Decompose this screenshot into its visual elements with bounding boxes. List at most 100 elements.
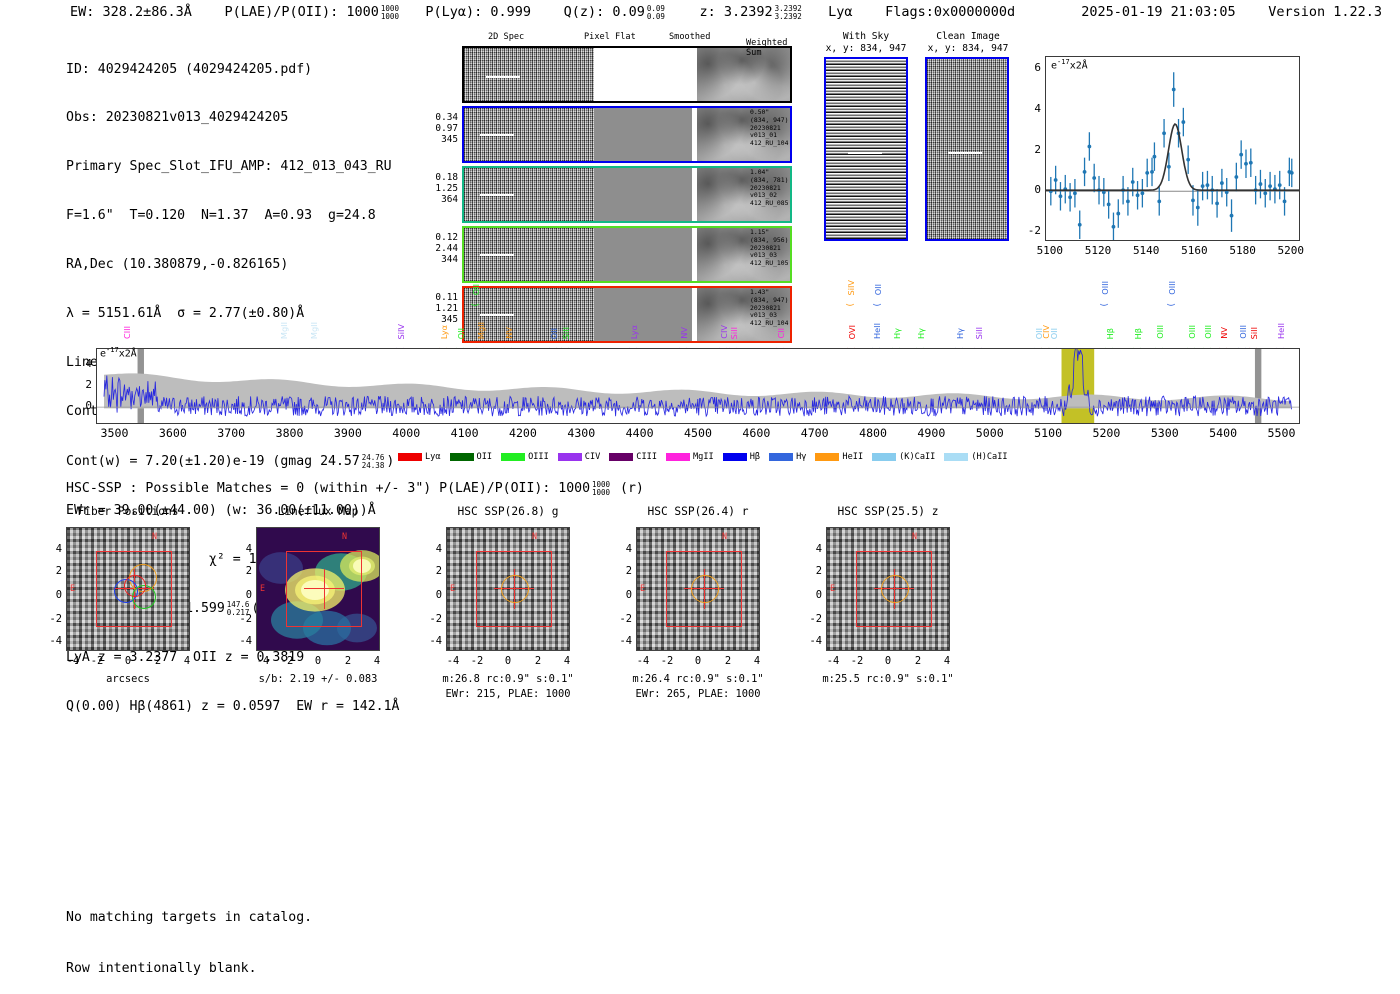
spec2d-row[interactable] — [462, 46, 792, 103]
legend-item: CIV — [557, 452, 600, 462]
with-sky-image[interactable] — [824, 57, 908, 241]
legend-item: (K)CaII — [872, 452, 935, 462]
spec2d-column-titles: 2D Spec Pixel Flat Smoothed — [462, 32, 792, 46]
aperture-circle — [691, 575, 719, 603]
line-zoom-xtick: 5160 — [1181, 244, 1208, 257]
cutout-xtick: 4 — [373, 655, 381, 667]
cutout-ytick: -4 — [809, 635, 822, 647]
legend-swatch — [449, 453, 474, 461]
legend-item: OII — [449, 452, 492, 462]
spec2d-meta-line: (834, 956) — [750, 235, 789, 244]
header-qz: Q(z): 0.09 — [563, 4, 645, 20]
spec2d-row[interactable]: 0.11 1.21 345 1.43" (834, 947) 20230821 v013_0… — [435, 286, 792, 343]
spec2d-meta-line: 1.43" — [750, 288, 770, 296]
compass-east-label: E — [450, 583, 456, 593]
legend-swatch — [944, 453, 969, 461]
full-spectrum-ytick: 4 — [85, 356, 92, 370]
spec2d-meta-line: 412_RU_104 — [750, 139, 789, 148]
cutout-xtick: -2 — [850, 655, 864, 667]
legend-swatch — [557, 453, 582, 461]
line-zoom-axes[interactable] — [1045, 56, 1300, 241]
cutout-red-box — [476, 551, 552, 627]
emission-line-label: Hγ — [892, 327, 903, 339]
line-zoom-ytick: 6 — [1034, 61, 1041, 75]
line-zoom-ytick: 2 — [1034, 142, 1041, 156]
emission-line-label: SiIV — [396, 323, 407, 340]
cutout-ytick: 0 — [245, 589, 252, 601]
cutout-xtick: 0 — [504, 655, 512, 667]
cutout-xtick: -2 — [470, 655, 484, 667]
cutout-caption: EWr: 265, PLAE: 1000 — [635, 688, 761, 700]
cutout-xtick: -2 — [660, 655, 674, 667]
cutout-ytick: 4 — [435, 543, 442, 555]
spec2d-metric: 345 — [441, 134, 458, 146]
spec2d-row-metrics: 0.12 2.44 344 — [435, 232, 458, 266]
emission-line-label: CII — [775, 328, 786, 339]
clean-image-image[interactable] — [925, 57, 1009, 241]
cutout-panel-title: Lineflux Map — [277, 505, 359, 518]
spec2d-cell-2dspec — [464, 288, 595, 341]
header-stamp: 2025-01-19 21:03:05 Version 1.22.3 — [1081, 4, 1382, 20]
info-radec: RA,Dec (10.380879,-0.826165) — [66, 257, 289, 273]
full-spectrum-axes[interactable] — [96, 348, 1300, 424]
spec2d-cell-2dspec — [464, 228, 595, 281]
hsc-summary-text: HSC-SSP : Possible Matches = 0 (within +… — [66, 481, 591, 496]
spec2d-meta-line: 20230821 — [750, 303, 781, 312]
info-obs: Obs: 20230821v013_4029424205 — [66, 110, 289, 126]
cutout-xtick: 2 — [724, 655, 732, 667]
emission-line-label: OII — [455, 327, 466, 339]
spec2d-row-meta: 1.04" (834, 781) 20230821 v013_02 412_RU_085 — [750, 168, 789, 208]
spec2d-meta-line: 20230821 — [750, 243, 781, 252]
cutout-ytick: -2 — [49, 613, 62, 625]
footer-notes: No matching targets in catalog. Row inte… — [66, 875, 312, 994]
legend-item: Hβ — [722, 452, 760, 462]
with-sky-title: With Sky x, y: 834, 947 — [825, 31, 907, 54]
emission-line-label: Hγ — [915, 327, 926, 339]
cutout-red-box — [286, 551, 362, 627]
full-spectrum-xtick: 3500 — [100, 426, 129, 440]
spec2d-meta-line: 20230821 — [750, 183, 781, 192]
spec2d-cell-2dspec — [464, 48, 595, 101]
cutout-caption: m:26.8 rc:0.9" s:0.1" — [442, 673, 574, 685]
info-q-line: Q(0.00) Hβ(4861) z = 0.0597 EW r = 142.1… — [66, 699, 400, 715]
spec2d-cell-pixelflat — [594, 108, 693, 161]
spec2d-row[interactable]: 0.34 0.97 345 0.50" (834, 947) 20230821 v013_0… — [435, 106, 792, 163]
full-spectrum-plot[interactable]: 0 2 4 e-17x2Å — [85, 346, 1300, 424]
spec2d-cell-smoothed — [697, 288, 790, 341]
emission-line-bracket: ( — [845, 303, 856, 307]
cutout-ytick: 4 — [55, 543, 62, 555]
spec2d-metric: 0.18 — [435, 172, 458, 183]
spec2d-metric: 0.12 — [435, 232, 458, 243]
cutout-panel-image[interactable] — [256, 527, 380, 651]
spec2d-trace-bar — [480, 314, 514, 316]
cutout-xtick: 0 — [124, 655, 132, 667]
spec2d-cell-smoothed — [697, 228, 790, 281]
header-plae-fraction: 1000 1000 — [380, 4, 399, 21]
cutout-xtick: 2 — [344, 655, 352, 667]
hsc-summary-filter: (r) — [620, 481, 644, 496]
spec2d-meta-line: 412_RU_085 — [750, 199, 789, 208]
cutout-xtick: 2 — [534, 655, 542, 667]
cutout-ytick: -2 — [809, 613, 822, 625]
spec2d-row[interactable]: 0.12 2.44 344 1.15" (834, 956) 20230821 v013_0… — [435, 226, 792, 283]
legend-swatch — [815, 453, 840, 461]
full-spectrum-xtick: 5400 — [1209, 426, 1238, 440]
cutout-panel-title: HSC SSP(25.5) z — [837, 505, 939, 518]
emission-line-label: Hβ — [1132, 327, 1143, 339]
cutout-xtick: 2 — [154, 655, 162, 667]
spec2d-row[interactable]: 0.18 1.25 364 1.04" (834, 781) 20230821 v013_0… — [435, 166, 792, 223]
hsc-plae-fraction: 1000 1000 — [592, 480, 611, 497]
cutout-red-box — [96, 551, 172, 627]
cutout-ytick: -4 — [619, 635, 632, 647]
cutout-xtick: -2 — [90, 655, 104, 667]
spec2d-row-meta: 1.15" (834, 956) 20230821 v013_03 412_RU_105 — [750, 228, 789, 268]
emission-line-label: Hβ — [1105, 327, 1116, 339]
full-spectrum-xtick: 4700 — [800, 426, 829, 440]
emission-line-label: OII — [1048, 327, 1059, 339]
full-spectrum-xtick: 3700 — [217, 426, 246, 440]
spec2d-meta-line: 0.50" — [750, 108, 770, 116]
spec2d-title-2dspec: 2D Spec — [488, 32, 525, 42]
line-zoom-xtick: 5200 — [1277, 244, 1305, 257]
spec2d-trace-bar — [480, 134, 514, 136]
line-zoom-ytick: 4 — [1034, 101, 1041, 115]
